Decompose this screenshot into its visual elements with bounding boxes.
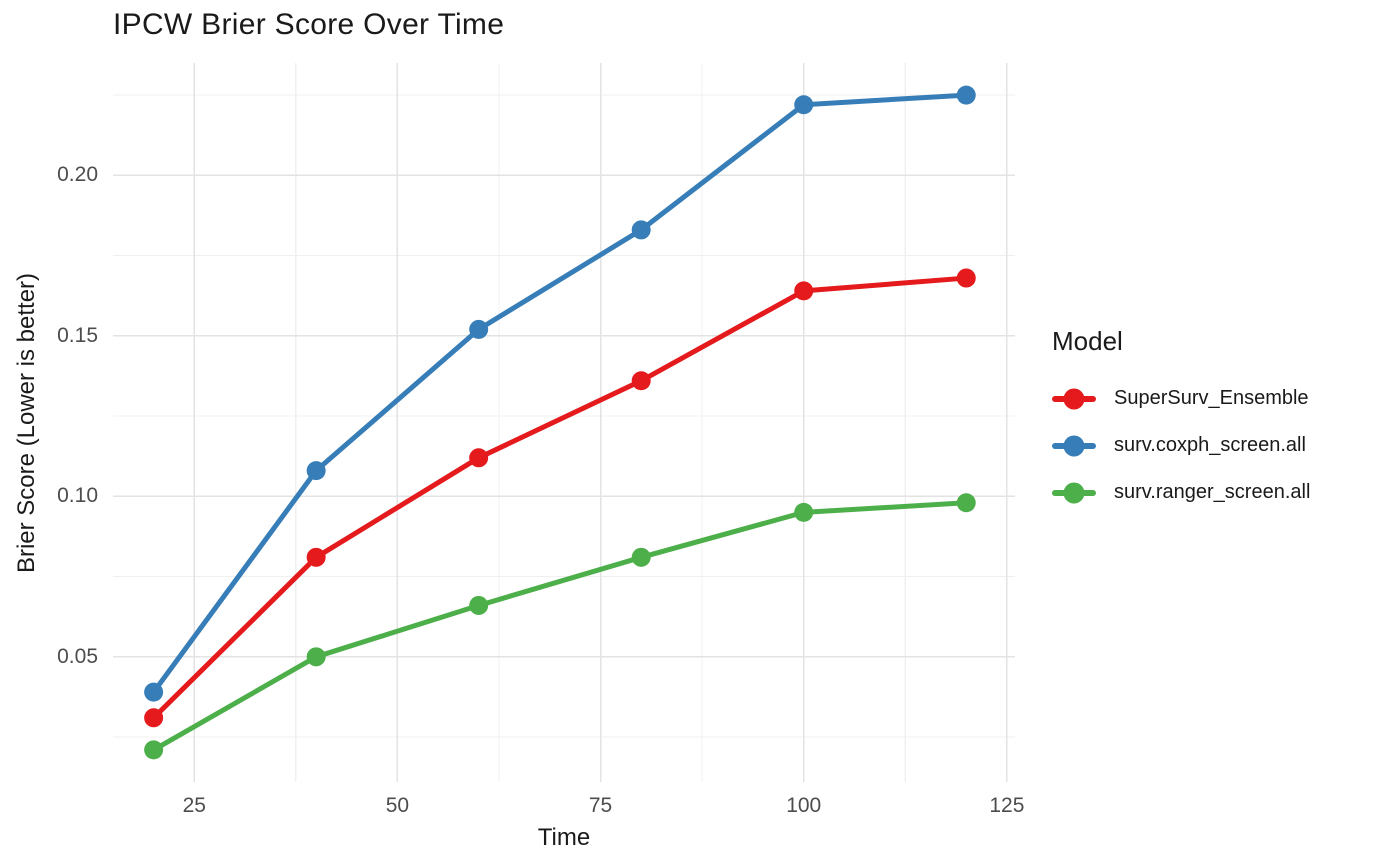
data-point	[631, 220, 651, 240]
legend-item-label: SuperSurv_Ensemble	[1114, 387, 1309, 409]
series-line	[151, 500, 969, 753]
series-line	[151, 92, 969, 695]
legend-item-label: surv.coxph_screen.all	[1114, 434, 1306, 456]
data-point	[956, 268, 976, 288]
y-tick-label: 0.15	[57, 323, 98, 347]
chart-title: IPCW Brier Score Over Time	[113, 8, 505, 41]
x-tick-label: 125	[989, 794, 1025, 817]
legend-title: Model	[1052, 326, 1123, 356]
data-point	[631, 371, 651, 391]
legend-key-icon	[1052, 482, 1096, 503]
data-point	[794, 281, 814, 301]
data-point	[469, 319, 489, 339]
data-point	[631, 547, 651, 567]
legend-key-icon	[1052, 435, 1096, 456]
x-tick-label: 75	[588, 794, 613, 817]
data-point	[144, 740, 164, 760]
series-line	[151, 275, 969, 721]
y-tick-label: 0.05	[57, 644, 98, 668]
legend: Model SuperSurv_Ensemble surv.coxph_scree…	[1052, 326, 1310, 516]
data-point	[794, 95, 814, 115]
legend-key-dot	[1063, 435, 1085, 456]
legend-item-label: surv.ranger_screen.all	[1114, 481, 1311, 503]
data-point	[144, 708, 164, 728]
data-point	[469, 595, 489, 615]
x-tick-label: 50	[385, 794, 410, 817]
legend-item: surv.ranger_screen.all	[1052, 469, 1310, 516]
y-tick-label: 0.10	[57, 484, 98, 508]
data-point	[144, 682, 164, 702]
data-point	[306, 461, 326, 481]
data-point	[306, 647, 326, 667]
data-point	[794, 502, 814, 522]
x-tick-label: 25	[182, 794, 206, 817]
y-axis-title: Brier Score (Lower is better)	[13, 272, 40, 574]
legend-item: surv.coxph_screen.all	[1052, 422, 1310, 469]
data-point	[956, 493, 976, 513]
data-point	[956, 85, 976, 105]
x-axis-title: Time	[537, 824, 591, 851]
legend-key-dot	[1063, 388, 1085, 409]
legend-key-icon	[1052, 388, 1096, 409]
y-tick-label: 0.20	[57, 163, 98, 187]
x-tick-label: 100	[786, 794, 822, 817]
data-point	[306, 547, 326, 567]
data-point	[469, 448, 489, 468]
legend-key-dot	[1063, 482, 1085, 503]
legend-item: SuperSurv_Ensemble	[1052, 375, 1310, 422]
